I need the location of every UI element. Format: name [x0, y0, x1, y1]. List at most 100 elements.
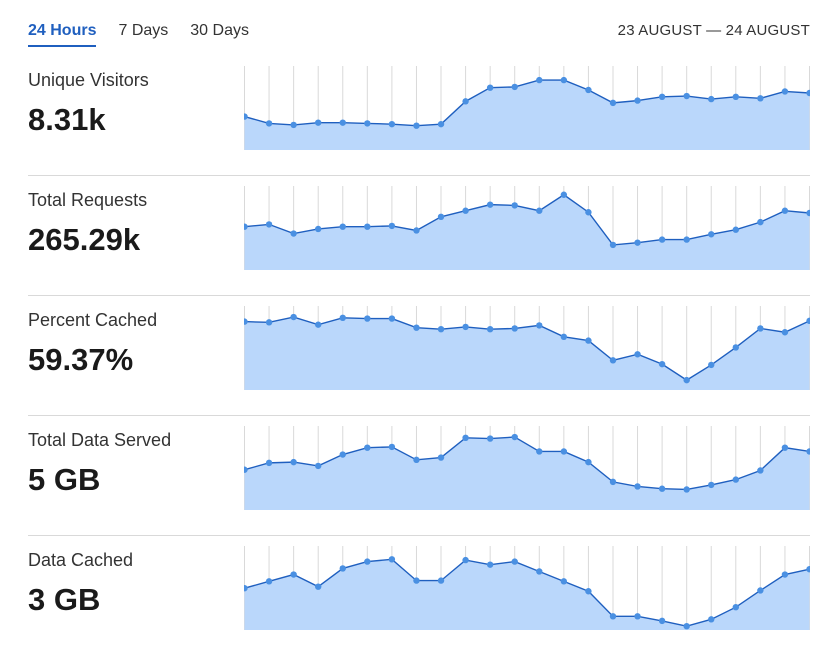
- data-point: [437, 213, 445, 220]
- data-point: [732, 226, 740, 233]
- data-point: [413, 122, 420, 129]
- sparkline-chart: [244, 66, 810, 150]
- data-point: [339, 223, 346, 230]
- data-point: [364, 315, 371, 322]
- data-point: [314, 119, 322, 126]
- data-point: [732, 476, 740, 483]
- data-point: [806, 566, 810, 573]
- data-point: [339, 119, 346, 126]
- data-point: [585, 337, 592, 344]
- data-point: [244, 585, 248, 592]
- data-point: [757, 467, 764, 474]
- data-point: [683, 376, 690, 384]
- data-point: [290, 458, 297, 466]
- data-point: [757, 95, 764, 102]
- area-fill: [244, 437, 810, 510]
- data-point: [413, 577, 420, 584]
- series-line: [244, 79, 810, 127]
- data-point: [732, 344, 740, 351]
- data-point: [683, 92, 690, 100]
- data-point: [634, 483, 641, 490]
- data-point: [437, 326, 445, 333]
- data-point: [265, 578, 273, 585]
- data-point: [413, 456, 420, 464]
- series-line: [244, 316, 810, 381]
- series-line: [244, 558, 810, 627]
- divider: [28, 535, 810, 536]
- divider: [28, 175, 810, 176]
- data-point: [244, 466, 248, 473]
- tab-7-days[interactable]: 7 Days: [118, 22, 169, 39]
- metric-total-data-served: Total Data Served 5 GB: [28, 416, 810, 536]
- data-point: [732, 604, 740, 611]
- data-point: [265, 120, 273, 127]
- data-point: [708, 95, 715, 103]
- data-point: [585, 209, 592, 216]
- data-point: [658, 617, 666, 625]
- data-point: [437, 454, 445, 461]
- data-point: [511, 83, 518, 91]
- data-point: [806, 89, 810, 97]
- data-point: [609, 478, 617, 486]
- area-fill: [244, 194, 810, 270]
- data-point: [265, 319, 273, 326]
- data-point: [462, 434, 469, 441]
- data-point: [634, 97, 641, 104]
- data-point: [339, 565, 346, 572]
- data-point: [781, 444, 789, 451]
- data-point: [683, 236, 690, 243]
- data-point: [437, 120, 445, 128]
- data-point: [658, 93, 666, 100]
- tab-24-hours[interactable]: 24 Hours: [28, 20, 97, 47]
- data-point: [314, 225, 322, 233]
- data-point: [486, 84, 494, 91]
- data-point: [560, 333, 568, 340]
- data-point: [609, 357, 617, 364]
- data-point: [265, 459, 273, 467]
- data-point: [388, 222, 396, 230]
- data-point: [560, 578, 568, 585]
- data-point: [486, 201, 494, 208]
- data-point: [634, 351, 641, 358]
- data-point: [658, 236, 666, 243]
- data-point: [339, 314, 346, 321]
- data-point: [511, 433, 518, 441]
- data-point: [634, 239, 641, 246]
- data-point: [388, 315, 396, 322]
- data-point: [536, 568, 543, 575]
- data-point: [536, 322, 543, 329]
- area-fill: [244, 559, 810, 630]
- metric-label: Unique Visitors: [28, 70, 149, 90]
- data-point: [708, 481, 715, 489]
- metric-value: 265.29k: [28, 222, 141, 257]
- data-point: [609, 241, 617, 249]
- data-point: [609, 99, 617, 107]
- data-point: [732, 93, 740, 100]
- data-point: [413, 227, 420, 234]
- data-point: [314, 583, 322, 590]
- date-range: 23 AUGUST — 24 AUGUST: [617, 22, 810, 39]
- data-point: [658, 360, 666, 368]
- metric-value: 5 GB: [28, 462, 101, 497]
- data-point: [560, 191, 568, 198]
- data-point: [486, 326, 494, 333]
- sparkline-chart: [244, 306, 810, 390]
- data-point: [388, 443, 396, 451]
- data-point: [244, 223, 248, 230]
- data-point: [585, 588, 592, 595]
- metric-label: Total Requests: [28, 190, 148, 210]
- tab-30-days[interactable]: 30 Days: [190, 22, 249, 39]
- data-point: [560, 448, 568, 455]
- data-point: [486, 561, 494, 568]
- data-point: [486, 435, 494, 442]
- data-point: [634, 613, 641, 620]
- data-point: [290, 571, 297, 578]
- metric-percent-cached: Percent Cached 59.37%: [28, 296, 810, 416]
- sparkline-chart: [244, 186, 810, 270]
- data-point: [314, 321, 322, 328]
- data-point: [364, 444, 371, 451]
- data-point: [585, 86, 592, 94]
- metric-value: 59.37%: [28, 342, 134, 377]
- data-point: [244, 318, 248, 325]
- data-point: [560, 76, 568, 84]
